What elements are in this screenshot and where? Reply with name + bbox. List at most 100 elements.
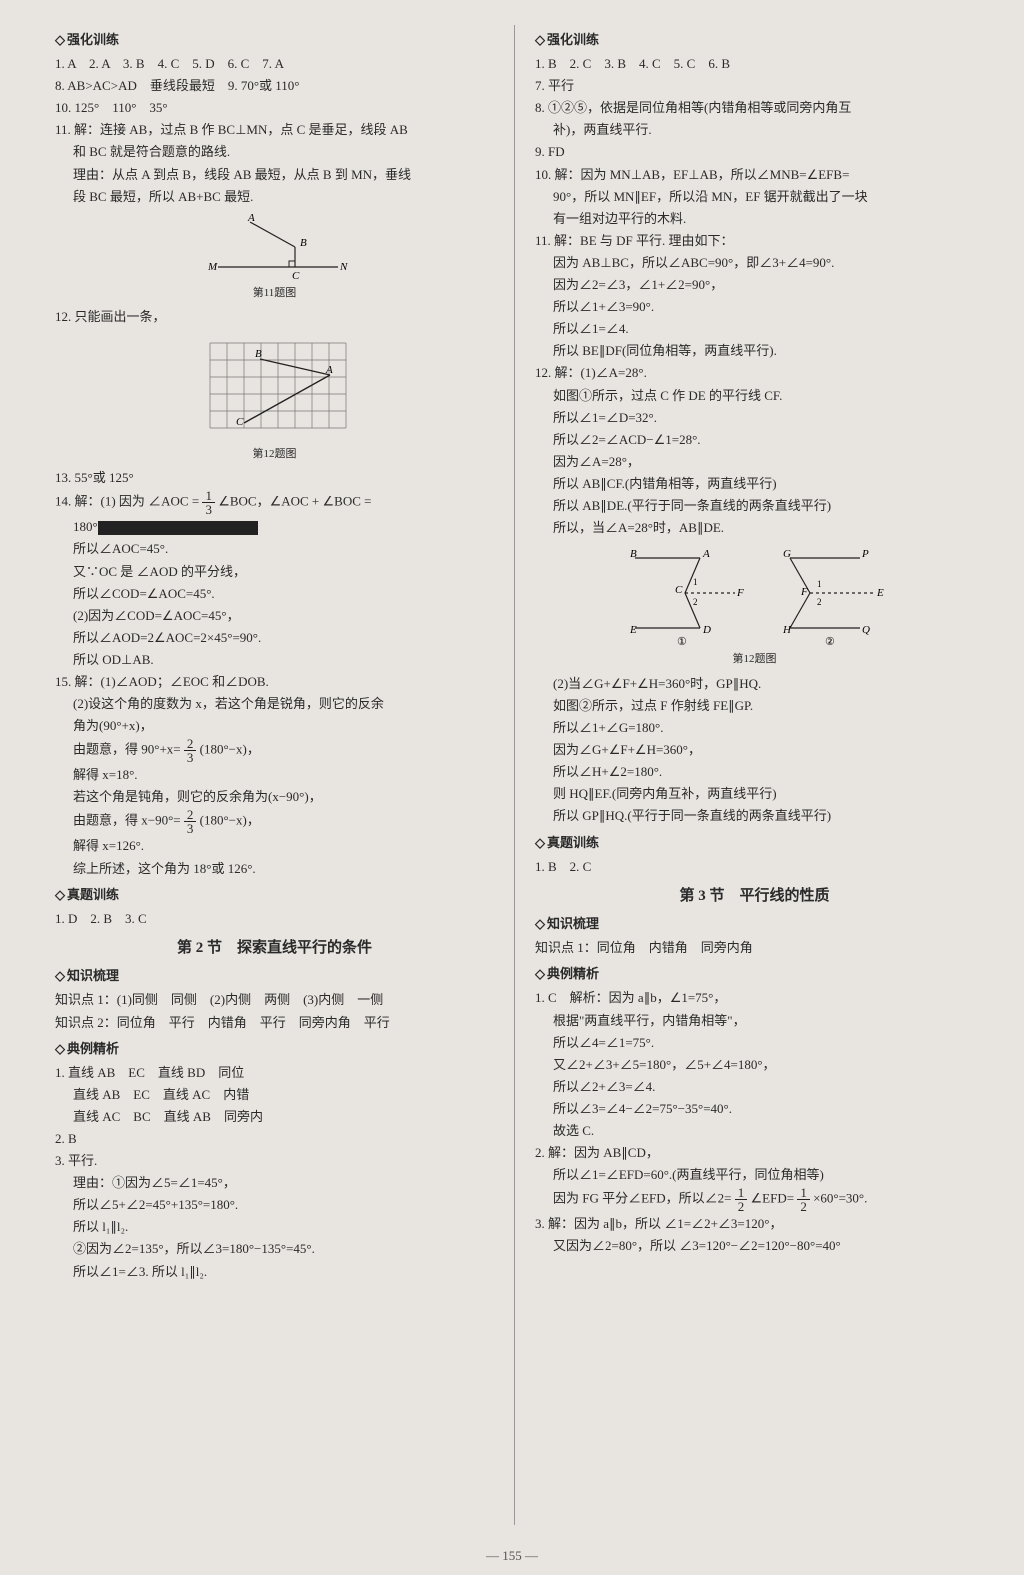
solution-line: 3. 解：因为 a∥b，所以 ∠1=∠2+∠3=120°， — [535, 1213, 974, 1235]
answer-line: 13. 55°或 125° — [55, 467, 494, 489]
figure-12-left: A B C 第12题图 — [55, 333, 494, 464]
solution-line: 解得 x=18°. — [55, 764, 494, 786]
chapter-title: 第 3 节 平行线的性质 — [535, 884, 974, 910]
solution-line: 如图①所示，过点 C 作 DE 的平行线 CF. — [535, 385, 974, 407]
frac-den: 2 — [797, 1200, 810, 1213]
solution-line: 所以 BE∥DF(同位角相等，两直线平行). — [535, 340, 974, 362]
figure-caption: 第12题图 — [535, 650, 974, 669]
svg-text:M: M — [207, 261, 218, 273]
section-header: 知识梳理 — [55, 965, 494, 987]
solution-line: 角为(90°+x)， — [55, 715, 494, 737]
answer-line: 直线 AC BC 直线 AB 同旁内 — [55, 1106, 494, 1128]
solution-line: 所以∠4=∠1=75°. — [535, 1032, 974, 1054]
solution-line: 90°，所以 MN∥EF，所以沿 MN，EF 锯开就截出了一块 — [535, 186, 974, 208]
solution-line: 所以 GP∥HQ.(平行于同一条直线的两条直线平行) — [535, 805, 974, 827]
solution-line: 故选 C. — [535, 1120, 974, 1142]
solution-line: 和 BC 就是符合题意的路线. — [55, 141, 494, 163]
solution-line: 因为 AB⊥BC，所以∠ABC=90°，即∠3+∠4=90°. — [535, 252, 974, 274]
text: ∠BOC，∠AOC + ∠BOC = — [218, 494, 371, 509]
frac-num: 2 — [184, 737, 197, 751]
text: 由题意，得 90°+x= — [73, 742, 181, 757]
solution-line: 所以∠1=∠3. 所以 l₁∥l₂. — [55, 1261, 494, 1283]
figure-12-right: B A C F E D 1 2 ① G P F E H Q 1 2 — [535, 543, 974, 669]
solution-line: 因为∠G+∠F+∠H=360°， — [535, 739, 974, 761]
solution-line: 12. 只能画出一条， — [55, 306, 494, 328]
solution-line: (2)因为∠COD=∠AOC=45°， — [55, 605, 494, 627]
svg-text:1: 1 — [693, 577, 698, 587]
text: (180°−x)， — [200, 742, 260, 757]
frac-den: 3 — [184, 822, 197, 835]
page: 强化训练 1. A 2. A 3. B 4. C 5. D 6. C 7. A … — [0, 0, 1024, 1575]
svg-text:A: A — [702, 548, 710, 560]
column-divider — [514, 25, 515, 1525]
left-column: 强化训练 1. A 2. A 3. B 4. C 5. D 6. C 7. A … — [55, 25, 494, 1525]
solution-line: 所以∠3=∠4−∠2=75°−35°=40°. — [535, 1098, 974, 1120]
solution-line: 又∠2+∠3+∠5=180°，∠5+∠4=180°， — [535, 1054, 974, 1076]
solution-line: 又∵OC 是 ∠AOD 的平分线， — [55, 561, 494, 583]
answer-line: 1. B 2. C 3. B 4. C 5. C 6. B — [535, 53, 974, 75]
figure-11-svg: A B C M N — [200, 212, 350, 282]
svg-text:C: C — [675, 584, 683, 596]
svg-text:2: 2 — [817, 597, 822, 607]
svg-text:B: B — [630, 548, 637, 560]
answer-line: 直线 AB EC 直线 AC 内错 — [55, 1084, 494, 1106]
frac-den: 3 — [202, 503, 215, 516]
text: ∠EFD= — [751, 1191, 795, 1206]
section-header: 真题训练 — [55, 884, 494, 906]
solution-line: 由题意，得 90°+x= 2 3 (180°−x)， — [55, 737, 494, 764]
solution-line: 12. 解：(1)∠A=28°. — [535, 362, 974, 384]
answer-line: 8. ①②⑤，依据是同位角相等(内错角相等或同旁内角互 — [535, 97, 974, 119]
solution-line: 11. 解：BE 与 DF 平行. 理由如下： — [535, 230, 974, 252]
svg-text:A: A — [325, 364, 333, 376]
text: (180°−x)， — [200, 813, 260, 828]
solution-line: 所以∠COD=∠AOC=45°. — [55, 583, 494, 605]
svg-text:Q: Q — [862, 624, 870, 636]
svg-text:F: F — [736, 587, 744, 599]
svg-text:D: D — [702, 624, 711, 636]
solution-line: 理由：①因为∠5=∠1=45°， — [55, 1172, 494, 1194]
answer-line: 1. 直线 AB EC 直线 BD 同位 — [55, 1062, 494, 1084]
svg-text:N: N — [339, 261, 348, 273]
frac-den: 3 — [184, 751, 197, 764]
solution-line: 3. 平行. — [55, 1150, 494, 1172]
text: 14. 解：(1) 因为 ∠AOC = — [55, 494, 199, 509]
solution-line: 由题意，得 x−90°= 2 3 (180°−x)， — [55, 808, 494, 835]
answer-line: 知识点 2：同位角 平行 内错角 平行 同旁内角 平行 — [55, 1012, 494, 1034]
section-header: 真题训练 — [535, 832, 974, 854]
solution-line: 因为∠2=∠3，∠1+∠2=90°， — [535, 274, 974, 296]
two-column-layout: 强化训练 1. A 2. A 3. B 4. C 5. D 6. C 7. A … — [55, 25, 974, 1525]
solution-line: ②因为∠2=135°，所以∠3=180°−135°=45°. — [55, 1238, 494, 1260]
solution-line: (2)设这个角的度数为 x，若这个角是锐角，则它的反余 — [55, 693, 494, 715]
svg-text:B: B — [255, 348, 262, 360]
solution-line: 所以∠1+∠3=90°. — [535, 296, 974, 318]
frac-num: 1 — [797, 1186, 810, 1200]
answer-line: 1. D 2. B 3. C — [55, 908, 494, 930]
figure-12-right-svg: B A C F E D 1 2 ① G P F E H Q 1 2 — [605, 543, 905, 648]
solution-line: 所以∠2+∠3=∠4. — [535, 1076, 974, 1098]
solution-line: 11. 解：连接 AB，过点 B 作 BC⊥MN，点 C 是垂足，线段 AB — [55, 119, 494, 141]
solution-line: 若这个角是钝角，则它的反余角为(x−90°)， — [55, 786, 494, 808]
frac-num: 1 — [202, 489, 215, 503]
solution-line: 则 HQ∥EF.(同旁内角互补，两直线平行) — [535, 783, 974, 805]
solution-line: 又因为∠2=80°，所以 ∠3=120°−∠2=120°−80°=40° — [535, 1235, 974, 1257]
solution-line: 14. 解：(1) 因为 ∠AOC = 1 3 ∠BOC，∠AOC + ∠BOC… — [55, 489, 494, 516]
svg-text:F: F — [800, 586, 808, 598]
solution-line: 因为 FG 平分∠EFD，所以∠2= 1 2 ∠EFD= 1 2 ×60°=30… — [535, 1186, 974, 1213]
figure-11: A B C M N 第11题图 — [55, 212, 494, 303]
section-header: 典例精析 — [55, 1038, 494, 1060]
solution-line: 解得 x=126°. — [55, 835, 494, 857]
solution-line: 所以∠1=∠D=32°. — [535, 407, 974, 429]
answer-line: 9. FD — [535, 141, 974, 163]
text: 由题意，得 x−90°= — [73, 813, 181, 828]
svg-text:A: A — [247, 212, 255, 224]
svg-text:E: E — [876, 587, 884, 599]
section-header: 典例精析 — [535, 963, 974, 985]
text: 因为 FG 平分∠EFD，所以∠2= — [553, 1191, 732, 1206]
answer-line: 7. 平行 — [535, 75, 974, 97]
text: ×60°=30°. — [813, 1191, 867, 1206]
svg-text:①: ① — [677, 636, 687, 648]
answer-line: 2. B — [55, 1128, 494, 1150]
svg-text:P: P — [861, 548, 869, 560]
solution-line: 所以∠2=∠ACD−∠1=28°. — [535, 429, 974, 451]
solution-line: 综上所述，这个角为 18°或 126°. — [55, 858, 494, 880]
